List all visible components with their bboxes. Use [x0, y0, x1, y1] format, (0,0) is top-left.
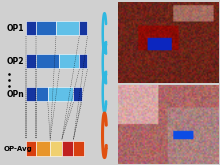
Bar [26, 141, 36, 156]
Bar [50, 141, 62, 156]
Bar [36, 54, 59, 68]
Text: OP-Avg: OP-Avg [4, 146, 32, 151]
Bar [26, 54, 36, 68]
Bar [36, 141, 50, 156]
Bar [79, 21, 88, 35]
Bar [26, 87, 36, 101]
Bar [56, 21, 79, 35]
Bar [36, 87, 48, 101]
Bar [62, 141, 73, 156]
Bar [79, 54, 88, 68]
Bar [26, 21, 36, 35]
Bar [36, 21, 56, 35]
Bar [59, 54, 79, 68]
Text: OPn: OPn [6, 90, 24, 99]
Bar [48, 87, 73, 101]
Text: OP1: OP1 [6, 24, 24, 33]
Bar [73, 87, 82, 101]
Text: OP2: OP2 [6, 57, 24, 66]
Bar [73, 141, 84, 156]
